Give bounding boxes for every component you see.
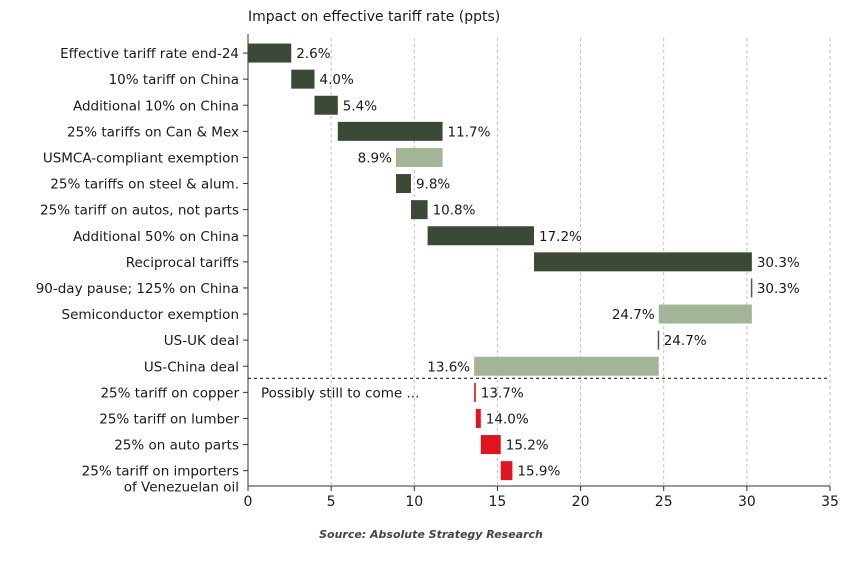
- x-tick-label: 25: [655, 494, 673, 510]
- waterfall-bar: [750, 278, 753, 298]
- category-label: USMCA-compliant exemption: [43, 150, 239, 166]
- value-label: 11.7%: [448, 124, 491, 140]
- value-label: 24.7%: [664, 333, 707, 349]
- category-label: 25% tariff on importers of Venezuelan oil: [82, 464, 239, 496]
- value-label: 24.7%: [612, 307, 655, 323]
- category-label: 25% tariff on copper: [100, 385, 239, 401]
- value-label: 10.8%: [433, 203, 476, 219]
- waterfall-bar: [657, 330, 660, 350]
- category-label: 90-day pause; 125% on China: [36, 281, 239, 297]
- category-label: 25% tariff on autos, not parts: [40, 203, 239, 219]
- category-label: US-UK deal: [164, 333, 239, 349]
- category-label: Semiconductor exemption: [62, 307, 239, 323]
- chart-title: Impact on effective tariff rate (ppts): [248, 9, 501, 25]
- category-label: Effective tariff rate end-24: [60, 46, 239, 62]
- category-label: 25% tariffs on Can & Mex: [67, 124, 239, 140]
- category-label: 25% tariff on lumber: [99, 411, 239, 427]
- value-label: 15.9%: [517, 464, 560, 480]
- waterfall-bar: [427, 226, 535, 246]
- waterfall-bar: [395, 147, 443, 167]
- category-label: US-China deal: [144, 359, 239, 375]
- category-label: Reciprocal tariffs: [126, 255, 239, 271]
- value-label: 9.8%: [416, 177, 450, 193]
- value-label: 4.0%: [320, 72, 354, 88]
- category-label: Additional 50% on China: [73, 229, 239, 245]
- waterfall-bar: [475, 408, 481, 428]
- category-label: Additional 10% on China: [73, 98, 239, 114]
- value-label: 13.6%: [427, 359, 470, 375]
- value-label: 15.2%: [506, 438, 549, 454]
- category-label: 25% on auto parts: [114, 438, 239, 454]
- waterfall-bar: [337, 121, 443, 141]
- value-label: 17.2%: [539, 229, 582, 245]
- x-tick-label: 20: [572, 494, 590, 510]
- waterfall-bar: [395, 174, 411, 194]
- waterfall-bar: [474, 356, 659, 376]
- value-label: 8.9%: [358, 150, 392, 166]
- value-label: 30.3%: [757, 281, 800, 297]
- x-tick-label: 15: [489, 494, 507, 510]
- x-tick-label: 10: [405, 494, 423, 510]
- waterfall-bar: [410, 200, 428, 220]
- value-label: 30.3%: [757, 255, 800, 271]
- category-label: 10% tariff on China: [109, 72, 239, 88]
- source-note: Source: Absolute Strategy Research: [319, 528, 543, 541]
- x-tick-label: 30: [738, 494, 756, 510]
- waterfall-bar: [474, 382, 476, 402]
- waterfall-bar: [500, 461, 513, 481]
- value-label: 14.0%: [486, 411, 529, 427]
- waterfall-bar: [534, 252, 752, 272]
- x-tick-label: 0: [244, 494, 253, 510]
- x-tick-label: 35: [821, 494, 839, 510]
- divider-note: Possibly still to come ...: [261, 385, 419, 401]
- waterfall-bar: [658, 304, 752, 324]
- waterfall-bar: [480, 435, 501, 455]
- waterfall-bar: [248, 43, 292, 63]
- value-label: 5.4%: [343, 98, 377, 114]
- value-label: 2.6%: [296, 46, 330, 62]
- value-label: 13.7%: [481, 385, 524, 401]
- waterfall-bar: [291, 69, 315, 89]
- category-label: 25% tariffs on steel & alum.: [50, 177, 239, 193]
- waterfall-bar: [314, 95, 338, 115]
- x-tick-label: 5: [327, 494, 336, 510]
